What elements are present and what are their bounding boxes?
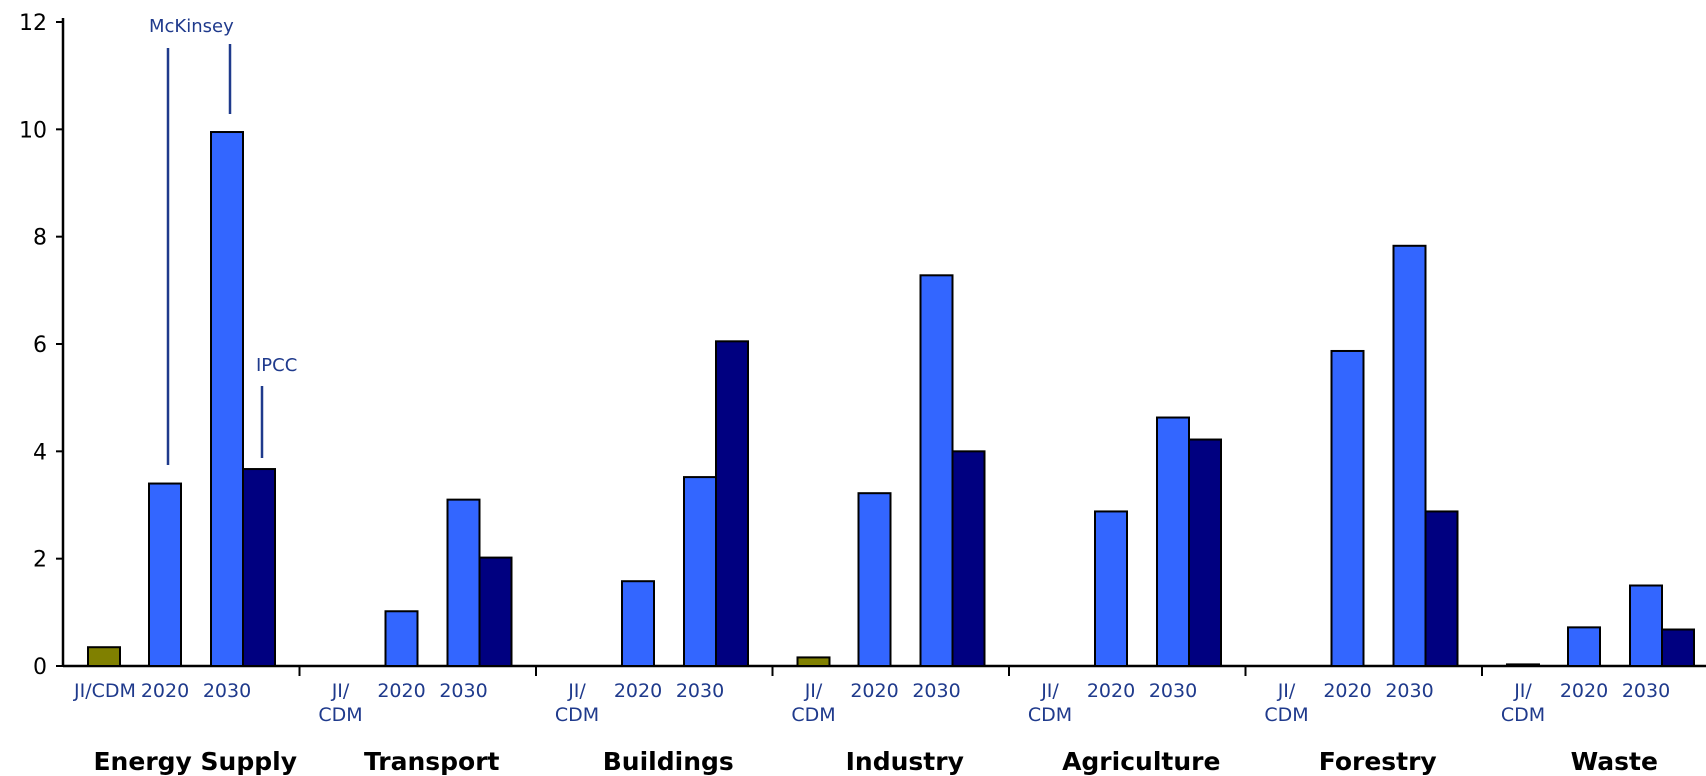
bar-industry-jicdm (796, 656, 831, 667)
bar-buildings-ipcc (715, 340, 749, 667)
y-tick-label: 8 (33, 226, 47, 251)
bar-forestry-2030 (1392, 244, 1427, 667)
group-label: Transport (364, 747, 500, 776)
x-tick-label: 2020 (377, 680, 425, 702)
y-tick-label: 4 (33, 440, 47, 465)
bar-agriculture-2030 (1156, 416, 1190, 668)
group-label: Energy Supply (93, 747, 297, 776)
y-tick-label: 2 (33, 548, 47, 573)
bars-layer (87, 131, 1695, 668)
x-tick-label: JI/CDM (1501, 680, 1545, 726)
x-tick-label: 2020 (850, 680, 898, 702)
x-tick-label: JI/CDM (791, 680, 835, 726)
bar-energy-supply-jicdm (87, 646, 121, 668)
bar-waste-2020 (1567, 626, 1601, 667)
x-tick-label: 2030 (676, 680, 724, 702)
y-tick-label: 6 (33, 333, 47, 358)
annotation-ipcc: IPCC (256, 355, 297, 376)
x-tick-label: 2020 (614, 680, 662, 702)
bar-agriculture-ipcc (1188, 438, 1222, 667)
x-tick-label: 2030 (203, 680, 251, 702)
x-tick-label: 2020 (1087, 680, 1135, 702)
x-tick-label: 2020 (1323, 680, 1371, 702)
x-tick-label: 2030 (439, 680, 487, 702)
bar-waste-ipcc (1661, 628, 1695, 667)
group-label: Buildings (603, 747, 734, 776)
x-tick-label: 2030 (1622, 680, 1670, 702)
x-tick-label: JI/CDM (1028, 680, 1072, 726)
bar-buildings-2030 (683, 476, 717, 667)
bar-waste-jicdm (1506, 663, 1540, 668)
annotations-layer: McKinsey IPCC (149, 16, 297, 465)
y-tick-label: 0 (33, 655, 47, 680)
bar-industry-2030 (919, 274, 954, 667)
group-label: Forestry (1319, 747, 1437, 776)
group-label: Agriculture (1062, 747, 1220, 776)
x-tick-label: 2020 (141, 680, 189, 702)
bar-industry-ipcc (951, 450, 986, 668)
annotation-mckinsey: McKinsey (149, 16, 234, 37)
bar-industry-2020 (857, 492, 892, 667)
bar-energy-supply-ipcc (242, 468, 276, 667)
bar-forestry-ipcc (1424, 510, 1459, 667)
x-tick-label: 2020 (1560, 680, 1608, 702)
bar-transport-2020 (384, 610, 419, 668)
bar-transport-2030 (446, 498, 481, 667)
y-tick-label: 12 (19, 11, 47, 36)
x-tick-label: 2030 (1149, 680, 1197, 702)
group-label: Waste (1571, 747, 1658, 776)
x-tick-label: JI/CDM (318, 680, 362, 726)
bar-transport-ipcc (478, 556, 513, 667)
x-tick-label: JI/CDM (73, 680, 136, 702)
bar-buildings-2020 (621, 580, 655, 667)
x-tick-label: JI/CDM (1264, 680, 1308, 726)
bar-energy-supply-2020 (148, 482, 182, 667)
y-tick-label: 10 (19, 118, 47, 143)
bar-agriculture-2020 (1094, 510, 1128, 667)
x-tick-label: JI/CDM (555, 680, 599, 726)
x-tick-label: 2030 (912, 680, 960, 702)
bar-energy-supply-2030 (210, 131, 244, 667)
bar-forestry-2020 (1330, 349, 1365, 667)
x-tick-label: 2030 (1385, 680, 1433, 702)
group-label: Industry (846, 747, 964, 776)
bar-waste-2030 (1629, 584, 1663, 667)
